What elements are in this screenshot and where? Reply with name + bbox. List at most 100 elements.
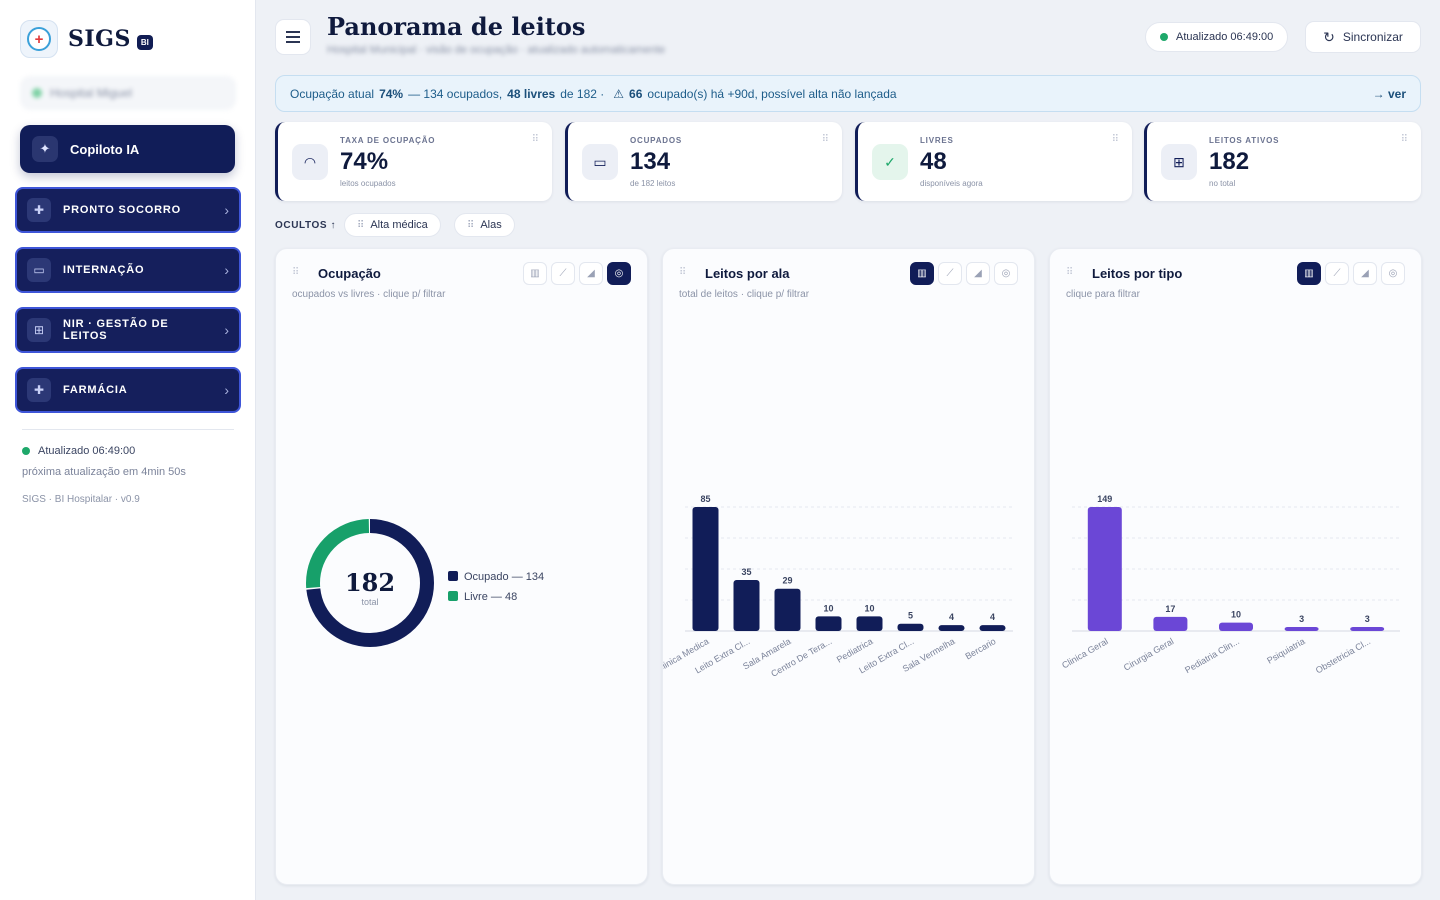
menu-button[interactable] <box>275 19 311 55</box>
updated-status-pill: Atualizado 06:49:00 <box>1145 22 1289 52</box>
nav-item-internacao[interactable]: ▭ INTERNAÇÃO › <box>15 247 241 293</box>
page-title: Panorama de leitos <box>327 12 586 41</box>
bar[interactable] <box>815 616 842 631</box>
area-chart-icon[interactable]: ◢ <box>966 262 990 285</box>
nav-label: FARMÁCIA <box>63 384 128 396</box>
kpi-value: 48 <box>920 148 947 175</box>
line-chart-icon[interactable]: ⟋ <box>551 262 575 285</box>
chevron-right-icon: › <box>224 262 229 278</box>
banner-label: Ocupação atual <box>290 86 375 101</box>
sync-label: Sincronizar <box>1342 30 1403 44</box>
donut-chart-icon[interactable]: ◎ <box>607 262 631 285</box>
bar-value-label: 10 <box>823 603 833 613</box>
bar-value-label: 5 <box>908 611 913 621</box>
bar-chart-icon[interactable]: ▥ <box>910 262 934 285</box>
bar-value-label: 29 <box>782 576 792 586</box>
drag-handle-icon: ⠿ <box>357 219 364 231</box>
kpi-sub: leitos ocupados <box>340 179 396 188</box>
hamburger-icon <box>286 36 300 38</box>
banner-warn-count: 66 <box>629 86 643 101</box>
banner-warn-text: ocupado(s) há +90d, possível alta não la… <box>647 86 897 101</box>
hidden-filters-toggle[interactable]: OCULTOS ↑ <box>275 220 337 231</box>
kpi-value: 134 <box>630 148 671 175</box>
bar[interactable] <box>1284 627 1319 631</box>
bar[interactable] <box>774 588 801 631</box>
kpi-free[interactable]: ✓ LIVRES 48 disponíveis agora ⠿ <box>855 122 1132 201</box>
bar-value-label: 4 <box>990 612 995 622</box>
x-tick-label: Bercario <box>963 636 997 661</box>
donut-chart-icon[interactable]: ◎ <box>994 262 1018 285</box>
drag-handle-icon[interactable]: ⠿ <box>531 134 539 145</box>
drag-handle-icon[interactable]: ⠿ <box>1066 267 1073 278</box>
donut-chart-icon[interactable]: ◎ <box>1381 262 1405 285</box>
area-chart-icon[interactable]: ◢ <box>1353 262 1377 285</box>
donut-center-label: total <box>361 597 378 607</box>
bar[interactable] <box>856 616 883 631</box>
bar-chart-icon[interactable]: ▥ <box>1297 262 1321 285</box>
copilot-button[interactable]: ✦ Copiloto IA <box>20 125 235 173</box>
donut-slice[interactable] <box>306 519 434 647</box>
status-dot <box>22 447 30 455</box>
nav-label: PRONTO SOCORRO <box>63 204 181 216</box>
hidden-chip-alas[interactable]: ⠿ Alas <box>454 213 515 237</box>
hidden-chip-alta-medica[interactable]: ⠿ Alta médica <box>344 213 441 237</box>
bar[interactable] <box>1350 627 1385 631</box>
bar[interactable] <box>692 507 719 631</box>
refresh-icon: ↻ <box>1323 28 1335 45</box>
brand-logo[interactable]: + SIGS BI <box>20 20 153 58</box>
chevron-right-icon: › <box>224 322 229 338</box>
banner-pct: 74% <box>379 86 404 101</box>
bar[interactable] <box>979 625 1006 631</box>
donut-slice[interactable] <box>306 519 434 647</box>
panel-title: Ocupação <box>318 266 381 281</box>
panel-leitos-por-ala: 85 Clinica Medica 35 Leito Extra Cl... 29 Sal… <box>662 248 1035 885</box>
banner-occupied: — 134 ocupados, <box>408 86 503 101</box>
grid-icon: ⊞ <box>1161 144 1197 180</box>
hospital-selector[interactable]: Hospital Miguel <box>20 76 236 110</box>
line-chart-icon[interactable]: ⟋ <box>1325 262 1349 285</box>
occupancy-alert-banner: Ocupação atual 74% — 134 ocupados, 48 li… <box>275 75 1421 112</box>
warning-icon: ⚠ <box>613 86 625 101</box>
bar[interactable] <box>1153 616 1188 631</box>
kpi-occupied[interactable]: ▭ OCUPADOS 134 de 182 leitos ⠿ <box>565 122 842 201</box>
x-tick-label: Obstetricia Cl... <box>1314 636 1372 675</box>
nav-item-nir-gestao-leitos[interactable]: ⊞ NIR · GESTÃO DE LEITOS › <box>15 307 241 353</box>
drag-handle-icon[interactable]: ⠿ <box>679 267 686 278</box>
bar[interactable] <box>733 579 760 631</box>
medical-cross-icon: + <box>20 20 58 58</box>
panel-title: Leitos por ala <box>705 266 790 281</box>
bar[interactable] <box>897 623 924 631</box>
bed-icon: ▭ <box>582 144 618 180</box>
legend-label[interactable]: Livre — 48 <box>464 591 517 603</box>
brand-name: SIGS <box>68 26 131 52</box>
bar-chart-icon[interactable]: ▥ <box>523 262 547 285</box>
bar[interactable] <box>1087 507 1122 631</box>
drag-handle-icon[interactable]: ⠿ <box>1400 134 1408 145</box>
bar[interactable] <box>1219 622 1253 631</box>
nav-item-farmacia[interactable]: ✚ FARMÁCIA › <box>15 367 241 413</box>
panel-subtitle: total de leitos · clique p/ filtrar <box>679 289 810 300</box>
grid-icon: ⊞ <box>27 318 51 342</box>
area-chart-icon[interactable]: ◢ <box>579 262 603 285</box>
kpi-sub: de 182 leitos <box>630 179 676 188</box>
bar[interactable] <box>938 625 965 631</box>
legend-label[interactable]: Ocupado — 134 <box>464 571 544 583</box>
nav-item-pronto-socorro[interactable]: ✚ PRONTO SOCORRO › <box>15 187 241 233</box>
bar-value-label: 10 <box>1231 610 1241 620</box>
chart-type-switcher: ▥ ⟋ ◢ ◎ <box>1297 262 1405 285</box>
chip-label: Alta médica <box>370 219 428 231</box>
kpi-occupancy-rate[interactable]: ◠ TAXA DE OCUPAÇÃO 74% leitos ocupados ⠿ <box>275 122 552 201</box>
drag-handle-icon[interactable]: ⠿ <box>292 267 299 278</box>
line-chart-icon[interactable]: ⟋ <box>938 262 962 285</box>
kpi-sub: no total <box>1209 179 1236 188</box>
sync-button[interactable]: ↻ Sincronizar <box>1305 21 1421 53</box>
kpi-active-beds[interactable]: ⊞ LEITOS ATIVOS 182 no total ⠿ <box>1144 122 1421 201</box>
drag-handle-icon[interactable]: ⠿ <box>821 134 829 145</box>
drag-handle-icon[interactable]: ⠿ <box>1111 134 1119 145</box>
banner-view-link[interactable]: → ver <box>1372 86 1406 101</box>
sidebar: + SIGS BI Hospital Miguel ✦ Copiloto IA … <box>0 0 256 900</box>
sidebar-status: Atualizado 06:49:00 <box>22 445 135 457</box>
panel-subtitle: ocupados vs livres · clique p/ filtrar <box>292 289 446 300</box>
